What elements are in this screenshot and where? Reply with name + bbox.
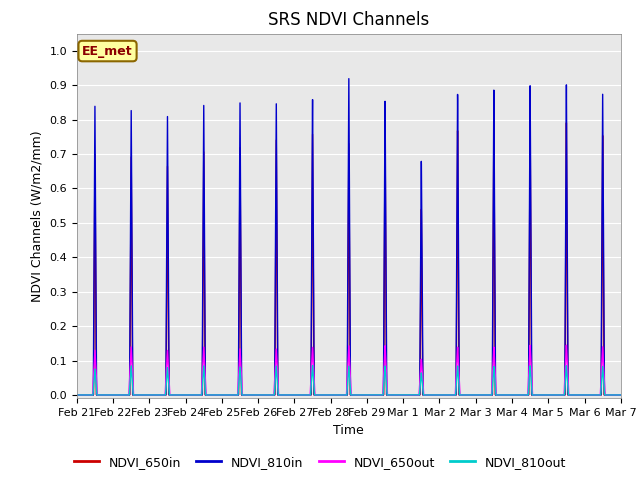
- Y-axis label: NDVI Channels (W/m2/mm): NDVI Channels (W/m2/mm): [31, 130, 44, 302]
- Legend: NDVI_650in, NDVI_810in, NDVI_650out, NDVI_810out: NDVI_650in, NDVI_810in, NDVI_650out, NDV…: [68, 451, 572, 474]
- Title: SRS NDVI Channels: SRS NDVI Channels: [268, 11, 429, 29]
- X-axis label: Time: Time: [333, 424, 364, 437]
- Text: EE_met: EE_met: [82, 45, 133, 58]
